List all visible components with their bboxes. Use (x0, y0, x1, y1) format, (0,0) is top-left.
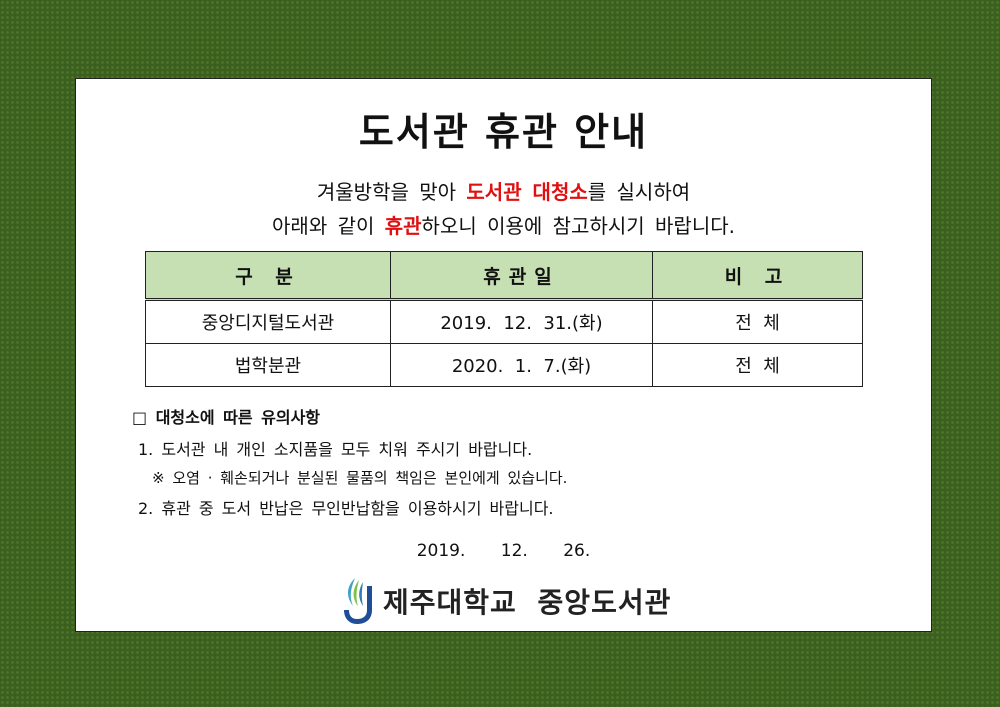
notice-card: 도서관 휴관 안내 겨울방학을 맞아 도서관 대청소를 실시하여 아래와 같이 … (75, 78, 932, 632)
intro-line-2: 아래와 같이 휴관하오니 이용에 참고하시기 바랍니다. (76, 210, 931, 239)
intro-line-1: 겨울방학을 맞아 도서관 대청소를 실시하여 (76, 176, 931, 205)
note-item: 2. 휴관 중 도서 반납은 무인반납함을 이용하시기 바랍니다. (138, 499, 554, 518)
intro-text: 를 실시하여 (587, 180, 691, 204)
closure-table: 구 분 휴관일 비 고 중앙디지털도서관 2019. 12. 31.(화) 전 … (145, 251, 863, 387)
intro-text: 아래와 같이 (272, 214, 385, 238)
header-closure-date: 휴관일 (390, 251, 653, 301)
cell-remarks: 전 체 (652, 299, 863, 344)
university-logo: 제주대학교 중앙도서관 (341, 576, 671, 626)
page-title: 도서관 휴관 안내 (358, 110, 649, 154)
logo-text: 제주대학교 중앙도서관 (383, 586, 672, 619)
note-subitem: ※ 오염 · 훼손되거나 분실된 물품의 책임은 본인에게 있습니다. (152, 469, 568, 487)
header-division: 구 분 (145, 251, 391, 301)
intro-text: 겨울방학을 맞아 (316, 180, 467, 204)
note-item: 1. 도서관 내 개인 소지품을 모두 치워 주시기 바랍니다. (138, 440, 533, 459)
intro-highlight: 도서관 대청소 (466, 180, 588, 204)
notes-section: □ 대청소에 따른 유의사항 1. 도서관 내 개인 소지품을 모두 치워 주시… (132, 404, 567, 519)
jeju-emblem-icon (344, 578, 372, 624)
intro-highlight: 휴관 (384, 214, 422, 238)
cell-remarks: 전 체 (652, 343, 863, 387)
header-remarks: 비 고 (652, 251, 863, 301)
notes-heading: □ 대청소에 따른 유의사항 (132, 408, 321, 427)
table-row: 중앙디지털도서관 2019. 12. 31.(화) 전 체 (145, 299, 863, 344)
table-row: 법학분관 2020. 1. 7.(화) 전 체 (145, 343, 863, 387)
table-header-row: 구 분 휴관일 비 고 (145, 251, 863, 301)
cell-division: 중앙디지털도서관 (145, 299, 391, 344)
cell-division: 법학분관 (145, 343, 391, 387)
cell-date: 2020. 1. 7.(화) (390, 343, 653, 387)
cell-date: 2019. 12. 31.(화) (390, 299, 653, 344)
notice-date: 2019. 12. 26. (416, 541, 591, 561)
intro-text: 하오니 이용에 참고하시기 바랍니다. (421, 214, 735, 238)
